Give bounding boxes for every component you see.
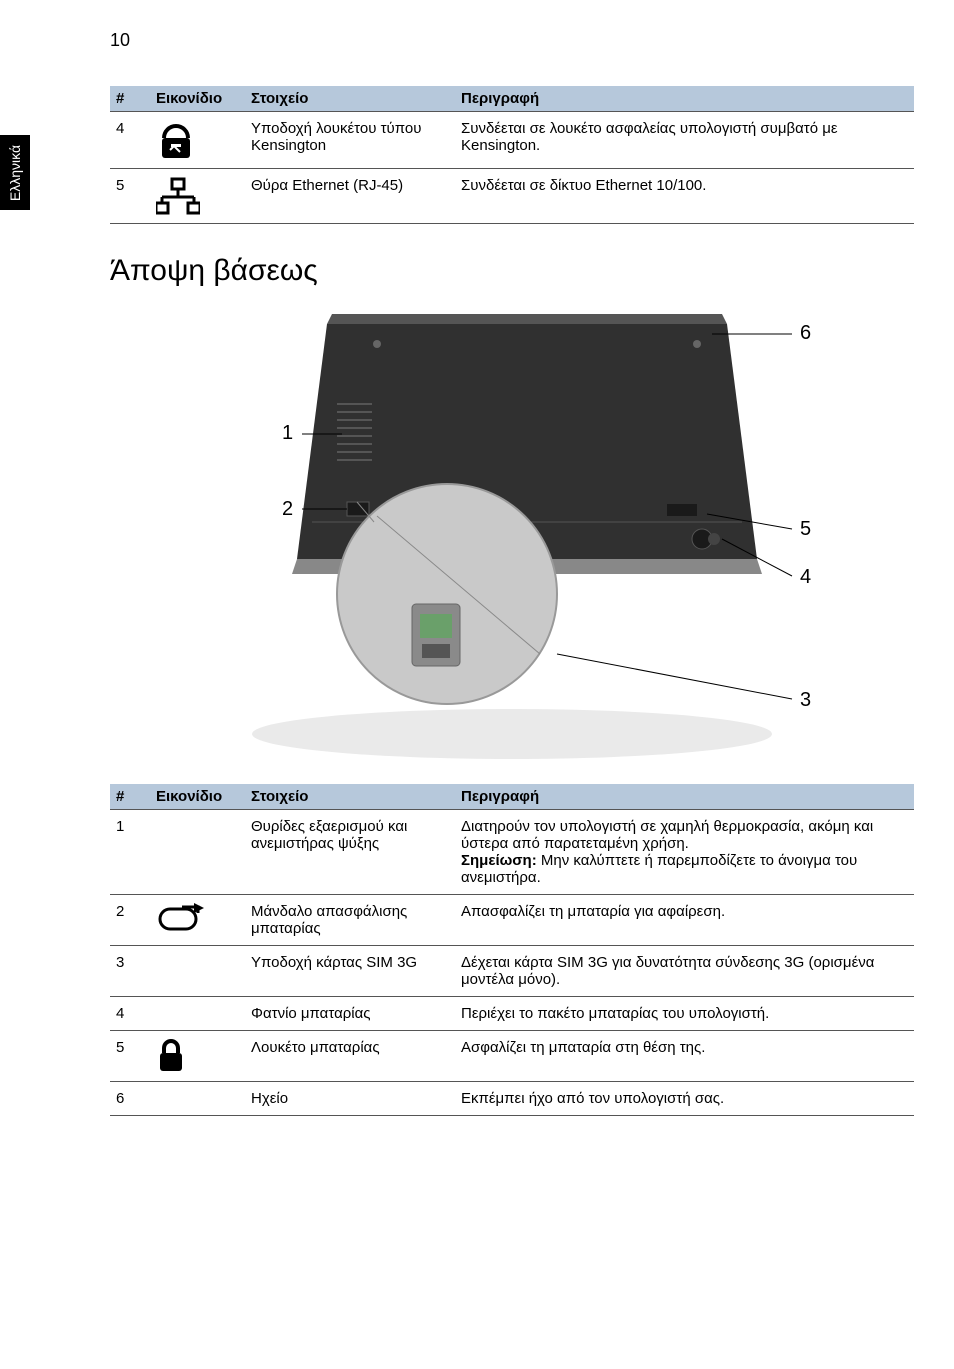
callout-1: 1 xyxy=(282,422,293,445)
desc-main: Διατηρούν τον υπολογιστή σε χαμηλή θερμο… xyxy=(461,818,873,852)
row-desc: Συνδέεται σε λουκέτο ασφαλείας υπολογιστ… xyxy=(455,112,914,169)
row-num: 4 xyxy=(110,112,150,169)
device-illustration xyxy=(202,304,822,764)
table-header-row: # Εικονίδιο Στοιχείο Περιγραφή xyxy=(110,86,914,112)
row-desc: Δέχεται κάρτα SIM 3G για δυνατότητα σύνδ… xyxy=(455,946,914,997)
row-icon-cell xyxy=(150,1031,245,1082)
table-header-row: # Εικονίδιο Στοιχείο Περιγραφή xyxy=(110,784,914,810)
desc-note-label: Σημείωση: xyxy=(461,852,537,869)
row-num: 5 xyxy=(110,1031,150,1082)
table-row: 5 Θύρα Ethernet (RJ-45) Συνδέεται σε δίκ… xyxy=(110,169,914,224)
table-row: 3 Υποδοχή κάρτας SIM 3G Δέχεται κάρτα SI… xyxy=(110,946,914,997)
row-item: Μάνδαλο απασφάλισης μπαταρίας xyxy=(245,895,455,946)
row-item: Ηχείο xyxy=(245,1082,455,1116)
row-desc: Συνδέεται σε δίκτυο Ethernet 10/100. xyxy=(455,169,914,224)
header-item: Στοιχείο xyxy=(245,784,455,810)
row-icon-cell xyxy=(150,112,245,169)
section-title: Άποψη βάσεως xyxy=(110,254,914,288)
spec-table-top: # Εικονίδιο Στοιχείο Περιγραφή 4 Υποδοχή… xyxy=(110,86,914,224)
row-item: Λουκέτο μπαταρίας xyxy=(245,1031,455,1082)
row-item: Θύρα Ethernet (RJ-45) xyxy=(245,169,455,224)
table-row: 1 Θυρίδες εξαερισμού και ανεμιστήρας ψύξ… xyxy=(110,810,914,895)
header-num: # xyxy=(110,784,150,810)
row-item: Φατνίο μπαταρίας xyxy=(245,997,455,1031)
row-num: 5 xyxy=(110,169,150,224)
row-num: 3 xyxy=(110,946,150,997)
spec-table-bottom: # Εικονίδιο Στοιχείο Περιγραφή 1 Θυρίδες… xyxy=(110,784,914,1116)
callout-4: 4 xyxy=(800,566,811,589)
padlock-icon xyxy=(156,1039,186,1073)
row-icon-cell xyxy=(150,1082,245,1116)
row-num: 2 xyxy=(110,895,150,946)
row-desc: Διατηρούν τον υπολογιστή σε χαμηλή θερμο… xyxy=(455,810,914,895)
table-row: 2 Μάνδαλο απασφάλισης μπαταρίας Απασφαλί… xyxy=(110,895,914,946)
row-num: 1 xyxy=(110,810,150,895)
header-icon: Εικονίδιο xyxy=(150,784,245,810)
row-icon-cell xyxy=(150,997,245,1031)
row-icon-cell xyxy=(150,169,245,224)
row-item: Υποδοχή λουκέτου τύπου Kensington xyxy=(245,112,455,169)
header-num: # xyxy=(110,86,150,112)
table-row: 4 Υποδοχή λουκέτου τύπου Kensington Συνδ… xyxy=(110,112,914,169)
ethernet-icon xyxy=(156,177,200,215)
header-desc: Περιγραφή xyxy=(455,784,914,810)
release-icon xyxy=(156,903,204,935)
table-row: 6 Ηχείο Εκπέμπει ήχο από τον υπολογιστή … xyxy=(110,1082,914,1116)
callout-2: 2 xyxy=(282,498,293,521)
language-tab: Ελληνικά xyxy=(0,135,30,210)
row-desc: Εκπέμπει ήχο από τον υπολογιστή σας. xyxy=(455,1082,914,1116)
row-icon-cell xyxy=(150,946,245,997)
row-icon-cell xyxy=(150,895,245,946)
row-num: 4 xyxy=(110,997,150,1031)
row-item: Θυρίδες εξαερισμού και ανεμιστήρας ψύξης xyxy=(245,810,455,895)
callout-6: 6 xyxy=(800,322,811,345)
page-content: 10 # Εικονίδιο Στοιχείο Περιγραφή 4 xyxy=(0,0,954,1156)
header-item: Στοιχείο xyxy=(245,86,455,112)
row-desc: Περιέχει το πακέτο μπαταρίας του υπολογι… xyxy=(455,997,914,1031)
row-item: Υποδοχή κάρτας SIM 3G xyxy=(245,946,455,997)
callout-5: 5 xyxy=(800,518,811,541)
base-view-figure: 1 2 3 4 5 6 xyxy=(110,304,914,764)
header-desc: Περιγραφή xyxy=(455,86,914,112)
page-number: 10 xyxy=(110,30,914,51)
figure-drawing: 1 2 3 4 5 6 xyxy=(202,304,822,764)
row-num: 6 xyxy=(110,1082,150,1116)
row-icon-cell xyxy=(150,810,245,895)
row-desc: Ασφαλίζει τη μπαταρία στη θέση της. xyxy=(455,1031,914,1082)
table-row: 5 Λουκέτο μπαταρίας Ασφαλίζει τη μπαταρί… xyxy=(110,1031,914,1082)
language-tab-text: Ελληνικά xyxy=(7,144,23,200)
table-row: 4 Φατνίο μπαταρίας Περιέχει το πακέτο μπ… xyxy=(110,997,914,1031)
lock-icon xyxy=(156,120,196,160)
row-desc: Απασφαλίζει τη μπαταρία για αφαίρεση. xyxy=(455,895,914,946)
callout-3: 3 xyxy=(800,689,811,712)
header-icon: Εικονίδιο xyxy=(150,86,245,112)
